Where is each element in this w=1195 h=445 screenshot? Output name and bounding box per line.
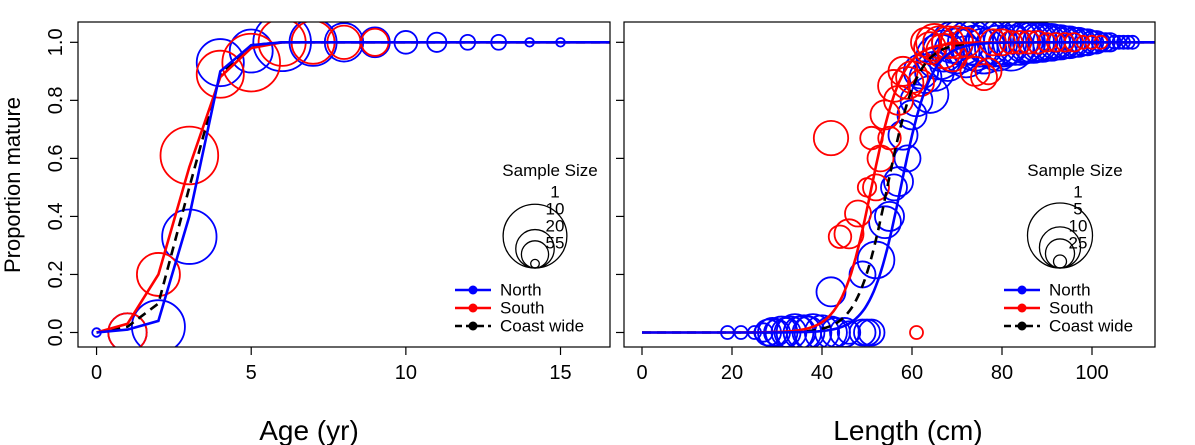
length-x-tick-label-1: 20 [721, 362, 743, 384]
age-x-ticks: 0 5 10 15 [91, 347, 572, 384]
y-tick-label-0: 0.0 [45, 319, 67, 347]
length-legend-title: Sample Size [1027, 161, 1122, 180]
length-x-axis-label: Length (cm) [833, 415, 982, 445]
length-plot-area [642, 22, 1155, 347]
length-marks [642, 22, 1155, 347]
length-legend-marker-north [1017, 285, 1027, 295]
length-legend-marker-coast-wide [1017, 321, 1027, 331]
y-axis-label: Proportion mature [0, 97, 25, 273]
length-south-point-2 [827, 224, 853, 249]
age-legend-size-circle-0 [530, 258, 540, 269]
age-south-point-2 [159, 125, 220, 186]
length-north-point-22 [857, 318, 886, 347]
age-north-point-3 [161, 208, 218, 265]
age-north-point-4 [195, 38, 245, 88]
age-legend-label-north: North [500, 281, 542, 300]
age-legend-size-label-0: 1 [550, 183, 559, 202]
length-legend-label-south: South [1049, 299, 1093, 318]
age-legend-title: Sample Size [502, 161, 597, 180]
length-south-point-7 [862, 173, 890, 202]
length-legend-size-circle-3 [1026, 202, 1094, 269]
length-south-point-10 [877, 125, 902, 151]
length-coast-wide-curve [642, 41, 1155, 334]
length-south-point-1 [812, 119, 850, 157]
length-south-point-17 [910, 26, 941, 58]
age-y-ticks: 0.0 0.2 0.4 0.6 0.8 1.0 [45, 28, 78, 346]
age-x-tick-label-1: 5 [246, 362, 257, 384]
age-legend-size-circle-3 [502, 203, 568, 269]
length-plot-frame [623, 21, 1156, 348]
age-south-point-0 [107, 312, 148, 347]
age-x-tick-label-0: 0 [91, 362, 102, 384]
length-south-point-28 [974, 57, 1003, 86]
length-south-point-11 [877, 69, 911, 103]
length-legend-label-coast-wide: Coast wide [1049, 317, 1133, 336]
length-legend-size-circle-0 [1052, 254, 1068, 269]
age-x-tick-label-3: 15 [549, 362, 571, 384]
length-x-tick-label-2: 40 [811, 362, 833, 384]
length-legend-label-north: North [1049, 281, 1091, 300]
age-marks [91, 22, 610, 347]
length-south-point-4 [844, 199, 872, 228]
length-north-point-28 [880, 173, 908, 202]
age-x-tick-label-2: 10 [395, 362, 417, 384]
length-south-point-3 [833, 218, 865, 250]
age-north-curve [96, 41, 610, 334]
age-x-axis-label: Age (yr) [259, 415, 359, 445]
length-x-tick-label-0: 0 [636, 362, 647, 384]
length-x-tick-label-5: 100 [1075, 362, 1108, 384]
age-legend-size-label-2: 20 [546, 217, 565, 236]
length-legend-marker-south [1017, 303, 1027, 313]
length-south-point-27 [970, 63, 998, 92]
y-tick-label-1: 0.2 [45, 261, 67, 289]
y-tick-label-2: 0.4 [45, 203, 67, 231]
length-legend-size-label-0: 1 [1073, 183, 1082, 202]
length-north-point-31 [893, 144, 922, 173]
age-plot-frame [77, 21, 611, 348]
age-legend-size-circle-1 [520, 240, 550, 269]
length-legend-size-label-3: 25 [1069, 234, 1088, 253]
length-x-tick-label-4: 80 [991, 362, 1013, 384]
y-tick-label-5: 1.0 [45, 28, 67, 56]
age-legend-label-coast-wide: Coast wide [500, 317, 584, 336]
age-legend-size-label-3: 55 [546, 234, 565, 253]
y-tick-label-4: 0.8 [45, 86, 67, 114]
length-north-point-27 [874, 200, 905, 232]
y-tick-label-3: 0.6 [45, 144, 67, 172]
age-legend-label-south: South [500, 299, 544, 318]
length-x-tick-label-3: 60 [901, 362, 923, 384]
age-plot-area [91, 22, 610, 347]
age-panel: 0.00.20.40.60.81.0 0 5 10 15 Sample Size110… [45, 21, 611, 445]
age-north-point-5 [228, 28, 274, 74]
length-x-ticks: 0 20 40 60 80 100 [636, 347, 1109, 384]
age-north-point-2 [131, 299, 186, 347]
length-north-point-23 [815, 276, 847, 308]
length-y-ticks [616, 41, 624, 334]
length-north-point-19 [836, 320, 862, 345]
length-panel: 0 20 40 60 80 100 Sample Size151025NorthSouth… [616, 21, 1156, 445]
age-south-point-3 [195, 49, 245, 99]
age-legend-size-label-1: 10 [546, 200, 565, 219]
length-north-point-26 [868, 205, 902, 240]
age-legend-marker-north [468, 285, 478, 295]
age-legend-marker-south [468, 303, 478, 313]
age-legend-marker-coast-wide [468, 321, 478, 331]
length-north-curve [642, 41, 1155, 334]
age-south-point-1 [136, 252, 181, 297]
length-south-point-0 [909, 325, 924, 340]
age-south-point-4 [221, 32, 281, 93]
length-legend-size-label-2: 10 [1069, 217, 1088, 236]
